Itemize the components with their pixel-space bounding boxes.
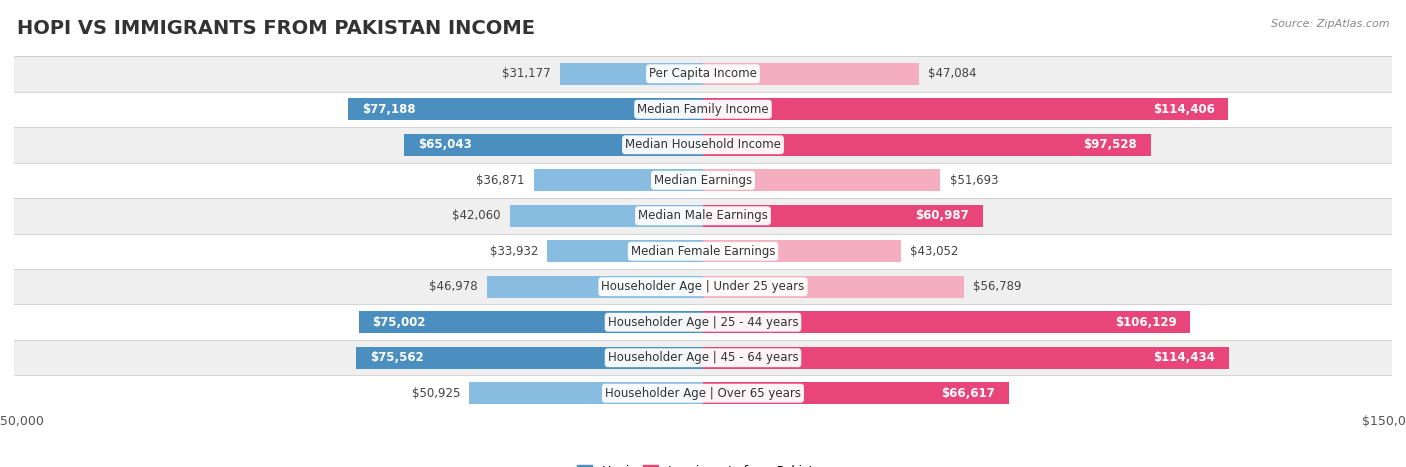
Text: Median Earnings: Median Earnings [654, 174, 752, 187]
Bar [703, 205, 983, 227]
Bar [488, 276, 703, 298]
Text: $66,617: $66,617 [942, 387, 995, 400]
Text: Householder Age | Under 25 years: Householder Age | Under 25 years [602, 280, 804, 293]
Bar [356, 347, 703, 369]
Bar [703, 311, 1191, 333]
Text: Householder Age | Over 65 years: Householder Age | Over 65 years [605, 387, 801, 400]
Bar [703, 134, 1152, 156]
Bar [14, 163, 1392, 198]
Text: Median Household Income: Median Household Income [626, 138, 780, 151]
Bar [703, 169, 941, 191]
Bar [703, 63, 920, 85]
Bar [560, 63, 703, 85]
Bar [349, 98, 703, 120]
Text: $114,406: $114,406 [1153, 103, 1215, 116]
Bar [14, 304, 1392, 340]
Text: $75,002: $75,002 [373, 316, 426, 329]
Bar [14, 56, 1392, 92]
Bar [703, 347, 1229, 369]
Bar [359, 311, 703, 333]
Bar [703, 240, 901, 262]
Text: $43,052: $43,052 [910, 245, 959, 258]
Text: Source: ZipAtlas.com: Source: ZipAtlas.com [1271, 19, 1389, 28]
Text: $36,871: $36,871 [477, 174, 524, 187]
Legend: Hopi, Immigrants from Pakistan: Hopi, Immigrants from Pakistan [572, 460, 834, 467]
Text: Median Male Earnings: Median Male Earnings [638, 209, 768, 222]
Bar [470, 382, 703, 404]
Bar [547, 240, 703, 262]
Bar [703, 382, 1010, 404]
Text: $50,925: $50,925 [412, 387, 460, 400]
Bar [703, 98, 1229, 120]
Bar [14, 92, 1392, 127]
Text: $60,987: $60,987 [915, 209, 969, 222]
Text: $51,693: $51,693 [949, 174, 998, 187]
Text: $77,188: $77,188 [363, 103, 416, 116]
Text: $75,562: $75,562 [370, 351, 423, 364]
Text: $56,789: $56,789 [973, 280, 1022, 293]
Text: $97,528: $97,528 [1084, 138, 1137, 151]
Text: $47,084: $47,084 [928, 67, 977, 80]
Text: $106,129: $106,129 [1115, 316, 1177, 329]
Text: Median Family Income: Median Family Income [637, 103, 769, 116]
Bar [14, 198, 1392, 234]
Text: $114,434: $114,434 [1153, 351, 1215, 364]
Bar [703, 276, 965, 298]
Bar [14, 375, 1392, 411]
Text: Householder Age | 25 - 44 years: Householder Age | 25 - 44 years [607, 316, 799, 329]
Bar [510, 205, 703, 227]
Text: Householder Age | 45 - 64 years: Householder Age | 45 - 64 years [607, 351, 799, 364]
Bar [534, 169, 703, 191]
Text: $65,043: $65,043 [418, 138, 472, 151]
Text: Per Capita Income: Per Capita Income [650, 67, 756, 80]
Text: Median Female Earnings: Median Female Earnings [631, 245, 775, 258]
Text: $31,177: $31,177 [502, 67, 551, 80]
Bar [14, 340, 1392, 375]
Bar [14, 234, 1392, 269]
Text: $33,932: $33,932 [489, 245, 538, 258]
Text: $46,978: $46,978 [429, 280, 478, 293]
Bar [14, 269, 1392, 304]
Text: HOPI VS IMMIGRANTS FROM PAKISTAN INCOME: HOPI VS IMMIGRANTS FROM PAKISTAN INCOME [17, 19, 534, 38]
Text: $42,060: $42,060 [453, 209, 501, 222]
Bar [405, 134, 703, 156]
Bar [14, 127, 1392, 163]
